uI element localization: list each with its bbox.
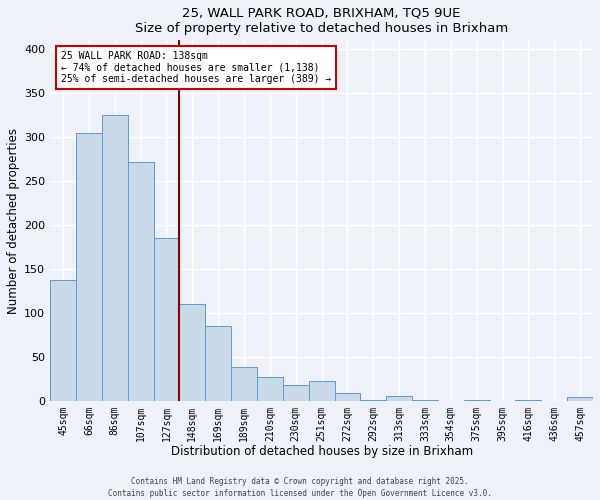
Bar [567,398,593,401]
Bar [515,400,541,401]
Bar [76,132,102,401]
Bar [464,400,490,401]
Bar [283,385,308,401]
Bar [231,368,257,401]
Bar [154,238,179,401]
Bar [386,396,412,401]
X-axis label: Distribution of detached houses by size in Brixham: Distribution of detached houses by size … [170,445,473,458]
Text: Contains HM Land Registry data © Crown copyright and database right 2025.
Contai: Contains HM Land Registry data © Crown c… [108,476,492,498]
Bar [205,326,231,401]
Bar [335,393,361,401]
Title: 25, WALL PARK ROAD, BRIXHAM, TQ5 9UE
Size of property relative to detached house: 25, WALL PARK ROAD, BRIXHAM, TQ5 9UE Siz… [135,7,508,35]
Bar [102,115,128,401]
Y-axis label: Number of detached properties: Number of detached properties [7,128,20,314]
Bar [179,304,205,401]
Text: 25 WALL PARK ROAD: 138sqm
← 74% of detached houses are smaller (1,138)
25% of se: 25 WALL PARK ROAD: 138sqm ← 74% of detac… [61,51,331,84]
Bar [308,382,335,401]
Bar [412,400,438,401]
Bar [50,280,76,401]
Bar [128,162,154,401]
Bar [361,400,386,401]
Bar [257,377,283,401]
